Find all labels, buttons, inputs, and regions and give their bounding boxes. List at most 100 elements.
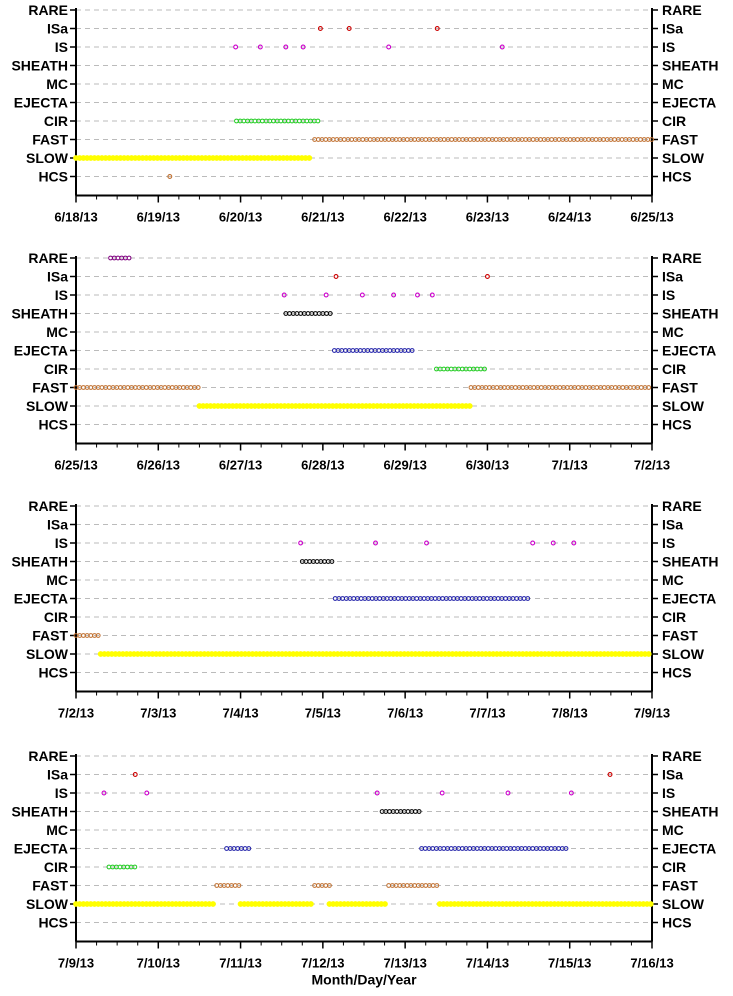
category-label-right: SLOW [662,646,705,662]
point-marker-is [499,44,505,50]
x-tick-label: 6/30/13 [466,458,509,473]
x-tick-label: 6/23/13 [466,210,509,225]
x-tick-label: 7/2/13 [58,706,94,721]
category-label-left: FAST [32,878,68,894]
interval-marker-cir [315,118,321,124]
interval-marker-slow [308,901,314,907]
point-marker-is [144,790,150,796]
category-label-left: HCS [38,665,68,681]
category-label-right: FAST [662,878,698,894]
x-tick-label: 6/28/13 [301,458,344,473]
category-label-left: HCS [38,417,68,433]
point-marker-is [373,540,378,546]
interval-marker-slow [466,403,473,409]
category-label-left: SHEATH [11,58,68,74]
x-tick-label: 7/10/13 [137,956,180,971]
point-marker-isa [484,274,490,279]
interval-marker-fast [649,137,654,142]
category-label-right: IS [662,287,675,303]
point-marker-is [257,44,263,50]
point-marker-isa [607,772,613,777]
category-label-left: MC [46,822,68,838]
interval-marker-sheath [416,809,422,814]
x-tick-label: 6/18/13 [54,210,97,225]
category-label-left: RARE [28,250,68,266]
x-tick-label: 7/13/13 [383,956,426,971]
category-label-right: SHEATH [662,58,719,74]
category-label-right: FAST [662,628,698,644]
x-tick-label: 6/25/13 [54,458,97,473]
panel-3: RARE RARE ISa ISa IS IS SHEATH SHEATH MC MC EJECTA… [11,498,718,721]
category-label-right: ISa [662,767,683,783]
point-marker-isa [333,274,339,279]
point-marker-is [439,790,445,796]
category-label-left: MC [46,76,68,92]
category-label-right: IS [662,39,675,55]
category-label-right: MC [662,76,684,92]
x-tick-label: 7/5/13 [305,706,341,721]
panel-4: RARE RARE ISa ISa IS IS SHEATH SHEATH MC MC EJECTA… [11,748,718,988]
interval-marker-slow [382,901,388,907]
point-marker-is [571,540,577,546]
x-tick-label: 7/7/13 [469,706,505,721]
point-marker-is [429,292,435,298]
point-marker-is [101,790,107,796]
point-marker-isa [346,26,352,31]
interval-marker-fast [95,633,101,638]
category-label-left: EJECTA [14,591,68,607]
point-marker-is [281,292,287,298]
category-label-left: SHEATH [11,554,68,570]
x-tick-label: 7/11/13 [219,956,262,971]
category-label-right: EJECTA [662,343,716,359]
interval-marker-slow [647,901,654,907]
x-tick-label: 7/14/13 [466,956,509,971]
panel-1: RARE RARE ISa ISa IS IS SHEATH SHEATH MC MC EJECTA… [11,2,718,225]
category-label-left: RARE [28,2,68,18]
category-label-right: MC [662,822,684,838]
category-label-right: SHEATH [662,804,719,820]
category-label-left: RARE [28,748,68,764]
x-tick-label: 7/6/13 [387,706,423,721]
interval-marker-slow [210,901,216,907]
category-label-left: IS [55,535,68,551]
x-tick-label: 6/24/13 [548,210,591,225]
category-label-right: HCS [662,417,692,433]
x-tick-label: 7/3/13 [140,706,176,721]
interval-marker-cir [132,864,138,870]
point-marker-is [550,540,556,546]
interval-marker-cir [482,366,487,372]
interval-marker-sheath [329,559,335,564]
point-marker-hcs [167,174,173,179]
point-marker-is [386,44,392,50]
category-label-right: IS [662,785,675,801]
category-label-left: SHEATH [11,306,68,322]
x-axis-title: Month/Day/Year [311,972,417,988]
x-tick-label: 6/21/13 [301,210,344,225]
category-label-right: EJECTA [662,841,716,857]
category-label-left: ISa [47,517,68,533]
category-label-left: ISa [47,767,68,783]
point-marker-is [391,292,397,298]
point-marker-is [323,292,329,298]
interval-marker-fast [195,385,201,390]
category-label-left: IS [55,39,68,55]
category-label-right: ISa [662,21,683,37]
category-label-left: CIR [44,113,68,129]
category-label-left: CIR [44,361,68,377]
x-tick-label: 7/9/13 [634,706,670,721]
category-label-right: RARE [662,748,702,764]
category-label-right: HCS [662,169,692,185]
interval-marker-slow [306,155,313,161]
category-label-left: SLOW [26,646,69,662]
point-marker-is [374,790,380,796]
interval-marker-ejecta [409,348,415,353]
interval-marker-fast [646,385,652,390]
x-tick-label: 6/27/13 [219,458,262,473]
category-label-right: EJECTA [662,95,716,111]
category-label-right: MC [662,324,684,340]
category-label-left: FAST [32,380,68,396]
x-tick-label: 7/4/13 [222,706,258,721]
x-tick-label: 6/26/13 [137,458,180,473]
interval-marker-fast [327,883,332,888]
